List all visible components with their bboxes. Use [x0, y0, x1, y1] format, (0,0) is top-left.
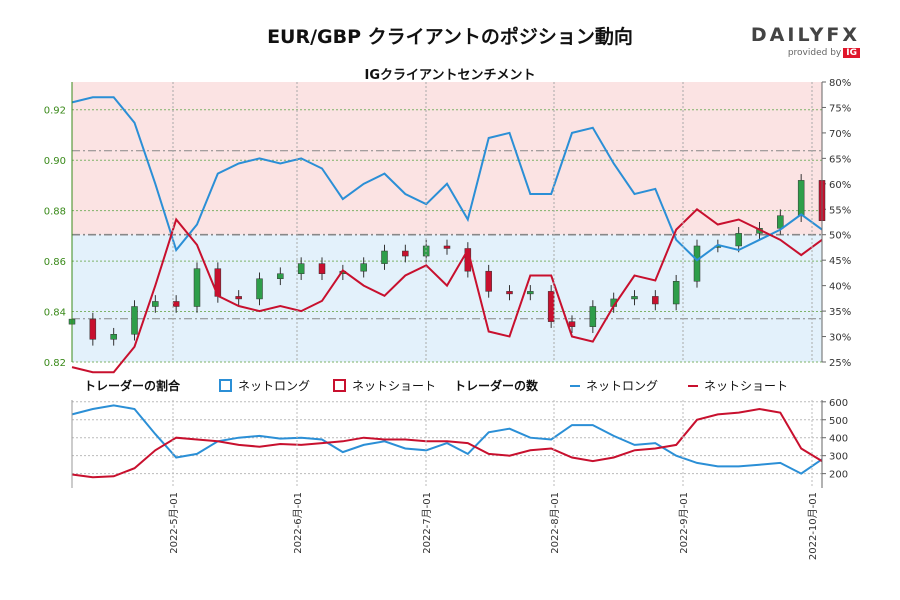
y-right-tick-label: 50%: [829, 231, 851, 242]
legend-ratio-heading: トレーダーの割合: [84, 378, 181, 393]
chart-subtitle: IGクライアントセンチメント: [364, 68, 536, 83]
legend-ratio-long-swatch: [219, 379, 232, 392]
y-right-tick-label: 70%: [829, 129, 851, 140]
legend-count-long-label: ネットロング: [586, 379, 658, 393]
x-tick-label: 2022-6月-01: [292, 492, 304, 554]
legend-count-short-label: ネットショート: [704, 379, 788, 393]
legend-ratio-short-label: ネットショート: [352, 379, 436, 393]
x-tick-label: 2022-10月-01: [807, 492, 819, 560]
price-candle: [297, 263, 305, 274]
y-right-tick-label: 45%: [829, 256, 851, 267]
price-candle: [443, 245, 451, 249]
price-candle: [797, 180, 805, 216]
price-candle: [693, 245, 701, 282]
price-candle: [589, 306, 597, 327]
y-left-tick-label: 0.86: [44, 257, 66, 268]
y-right-tick-label: 40%: [829, 282, 851, 293]
brand-name: DAILYFX: [750, 24, 860, 46]
y-right-tick-label: 75%: [829, 103, 851, 114]
price-candle: [527, 291, 534, 295]
price-candle: [402, 250, 409, 257]
y-left-tick-label: 0.88: [44, 207, 66, 218]
count-tick-label: 600: [829, 398, 848, 409]
legend-count-heading: トレーダーの数: [454, 378, 539, 393]
price-candle: [777, 215, 784, 229]
price-candle: [381, 250, 388, 264]
price-candle: [277, 273, 284, 280]
price-candle: [172, 301, 180, 307]
price-candle: [89, 318, 97, 340]
price-candle: [360, 263, 367, 272]
price-sentiment-plot: 0.82 0.84 0.86 0.88 0.90 0.92 25% 30% 35% 40% 45% 5…: [44, 78, 851, 374]
price-candle: [631, 296, 638, 300]
y-right-tick-label: 60%: [829, 180, 851, 191]
count-tick-label: 500: [829, 416, 848, 427]
x-tick-label: 2022-7月-01: [421, 492, 433, 554]
dailyfx-logo[interactable]: DAILYFX provided by IG: [750, 24, 860, 58]
price-candle: [110, 334, 117, 340]
legend-ratio-long-label: ネットロング: [238, 379, 310, 393]
price-candle: [568, 321, 576, 327]
price-candle: [131, 306, 138, 335]
count-tick-label: 300: [829, 452, 848, 463]
x-tick-label: 2022-5月-01: [168, 492, 180, 554]
price-candle: [672, 281, 680, 305]
ig-logo-icon: IG: [843, 48, 860, 58]
net-long-pct-line: [71, 96, 823, 262]
price-candle: [652, 296, 659, 305]
brand-tagline: provided by IG: [750, 48, 860, 58]
y-right-tick-label: 25%: [829, 358, 851, 369]
price-candle: [256, 278, 263, 300]
net-short-zone: [72, 82, 822, 235]
x-tick-label: 2022-9月-01: [678, 492, 690, 554]
y-right-tick-label: 80%: [829, 78, 851, 89]
count-tick-label: 200: [829, 470, 848, 481]
legend-row: トレーダーの割合 ネットロング ネットショート トレーダーの数 ネットロング ネ…: [84, 378, 788, 393]
y-right-tick-label: 55%: [829, 205, 851, 216]
price-candle: [485, 270, 492, 292]
y-left-tick-label: 0.90: [44, 156, 66, 167]
chart-title: EUR/GBP クライアントのポジション動向: [267, 26, 633, 48]
legend-ratio-short-swatch: [333, 379, 346, 392]
net-short-count-line: [71, 407, 823, 479]
date-axis: 2022-5月-01 2022-6月-01 2022-7月-01 2022-8月-01…: [168, 82, 819, 560]
y-left-tick-label: 0.92: [44, 106, 66, 117]
y-left-tick-label: 0.84: [44, 308, 66, 319]
net-short-pct-line: [71, 207, 823, 374]
x-tick-label: 2022-8月-01: [549, 492, 561, 554]
price-candle: [152, 301, 159, 307]
price-candle: [547, 291, 555, 322]
price-candle: [318, 263, 326, 274]
price-candle: [735, 233, 742, 247]
y-right-tick-label: 35%: [829, 307, 851, 318]
trader-count-plot: 200 300 400 500 600: [71, 398, 848, 488]
net-long-count-line: [71, 404, 823, 475]
price-candle: [193, 268, 201, 307]
count-tick-label: 400: [829, 434, 848, 445]
y-left-tick-label: 0.82: [44, 358, 66, 369]
price-candle: [235, 296, 242, 300]
y-right-tick-label: 30%: [829, 333, 851, 344]
y-right-tick-label: 65%: [829, 154, 851, 165]
price-candle: [506, 291, 513, 295]
